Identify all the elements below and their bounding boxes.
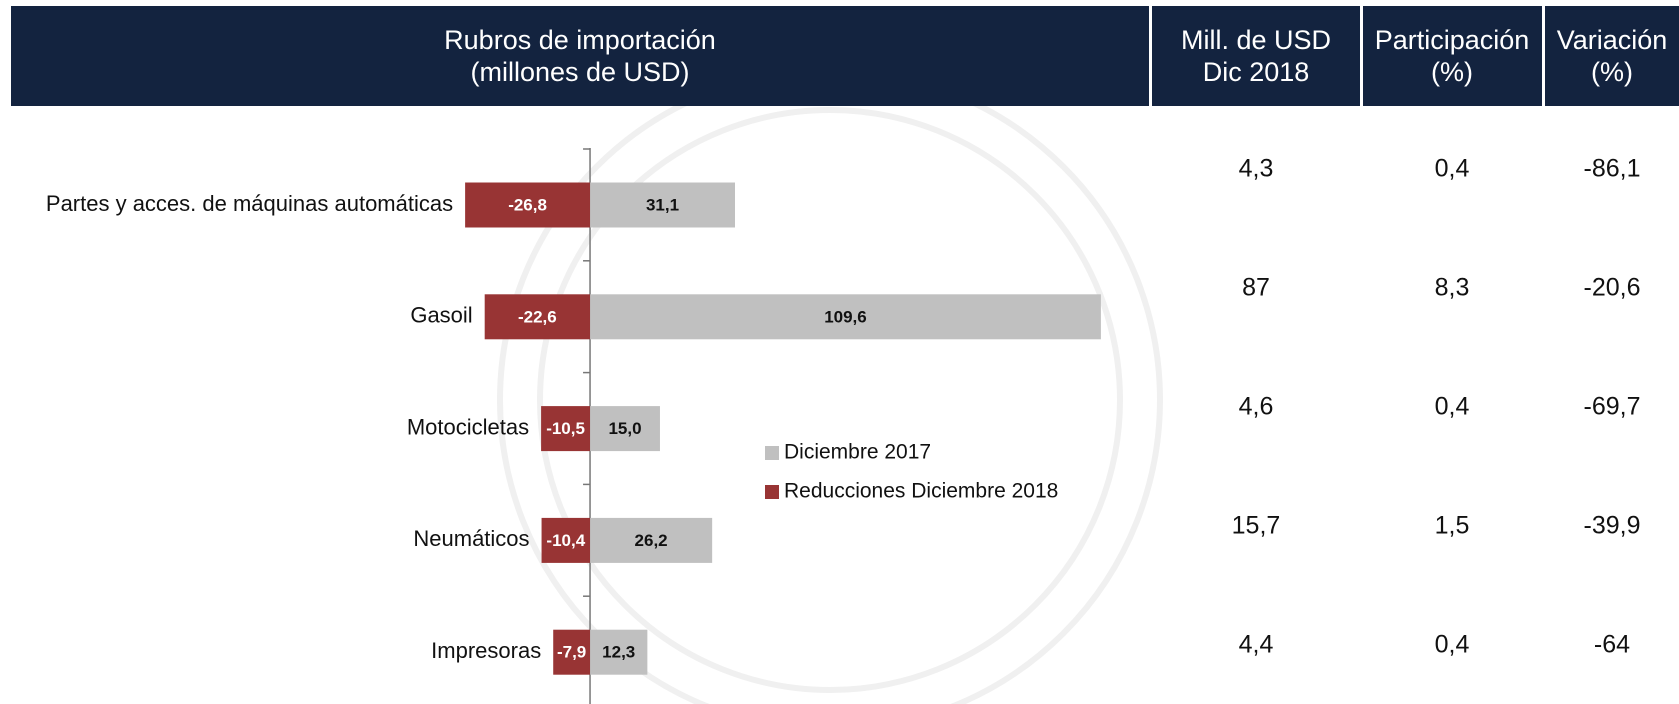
bar bbox=[465, 182, 591, 228]
bar-value-label: -26,8 bbox=[508, 195, 547, 214]
header-text: Mill. de USD Dic 2018 bbox=[1181, 25, 1331, 87]
table-cell: 87 bbox=[1242, 274, 1270, 302]
table-cell: -20,6 bbox=[1584, 274, 1641, 302]
table-cell: -86,1 bbox=[1584, 155, 1641, 183]
table-cell: 0,4 bbox=[1435, 393, 1470, 421]
bar-value-label: 15,0 bbox=[608, 419, 641, 438]
table-cell: 4,3 bbox=[1239, 155, 1274, 183]
table-cell: 8,3 bbox=[1435, 274, 1470, 302]
watermark bbox=[497, 67, 1163, 704]
bar-value-label: -22,6 bbox=[518, 307, 557, 326]
bar bbox=[590, 629, 648, 675]
bar bbox=[590, 294, 1101, 340]
header-text: Participación (%) bbox=[1375, 25, 1530, 87]
bar-value-label: 12,3 bbox=[602, 643, 635, 662]
table-cell: 15,7 bbox=[1232, 512, 1281, 540]
header-text: Rubros de importación (millones de USD) bbox=[444, 25, 716, 87]
header-cell bbox=[11, 6, 1149, 106]
category-label: Neumáticos bbox=[413, 526, 529, 551]
legend-label: Diciembre 2017 bbox=[784, 441, 931, 464]
table-cell: -64 bbox=[1594, 631, 1630, 659]
legend-swatch bbox=[765, 446, 779, 460]
table-cell: 4,6 bbox=[1239, 393, 1274, 421]
bar bbox=[590, 517, 713, 563]
bar-value-label: -10,5 bbox=[546, 419, 585, 438]
header-cell bbox=[1152, 6, 1360, 106]
legend-swatch bbox=[765, 485, 779, 499]
table-cell: 0,4 bbox=[1435, 631, 1470, 659]
table-cell: -39,9 bbox=[1584, 512, 1641, 540]
bar bbox=[484, 294, 591, 340]
category-label: Gasoil bbox=[410, 303, 472, 328]
bar bbox=[541, 517, 591, 563]
bar-value-label: -7,9 bbox=[557, 643, 586, 662]
bar-value-label: 109,6 bbox=[824, 307, 867, 326]
category-label: Partes y acces. de máquinas automáticas bbox=[46, 191, 453, 216]
table-cell: -69,7 bbox=[1584, 393, 1641, 421]
bar-value-label: 31,1 bbox=[646, 195, 679, 214]
category-label: Motocicletas bbox=[407, 414, 529, 439]
header-cell bbox=[1363, 6, 1542, 106]
bar bbox=[553, 629, 591, 675]
bar bbox=[541, 406, 591, 452]
table-cell: 0,4 bbox=[1435, 155, 1470, 183]
header-text: Variación (%) bbox=[1557, 25, 1668, 87]
header-cell bbox=[1545, 6, 1679, 106]
category-label: Impresoras bbox=[431, 638, 541, 663]
bar bbox=[590, 182, 736, 228]
bar bbox=[590, 406, 660, 452]
legend-label: Reducciones Diciembre 2018 bbox=[784, 480, 1058, 503]
bar-value-label: -10,4 bbox=[546, 531, 585, 550]
table-cell: 1,5 bbox=[1435, 512, 1470, 540]
table-cell: 4,4 bbox=[1239, 631, 1274, 659]
bar-value-label: 26,2 bbox=[635, 531, 668, 550]
